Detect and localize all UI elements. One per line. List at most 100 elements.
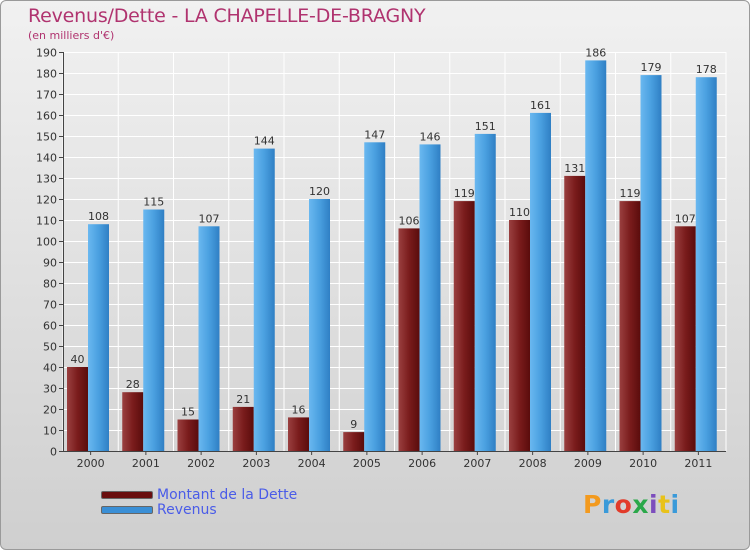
y-tick-label: 80	[43, 278, 57, 291]
y-tick-label: 40	[43, 362, 57, 375]
bar-debt	[509, 220, 530, 451]
bars	[67, 60, 717, 452]
bar-revenue	[143, 209, 165, 451]
x-tick-label: 2011	[684, 457, 712, 470]
bar-revenue	[695, 77, 717, 451]
data-label-debt: 119	[454, 187, 475, 200]
chart-subtitle: (en milliers d'€)	[28, 29, 115, 42]
bar-revenue	[419, 144, 441, 451]
data-label-debt: 28	[126, 378, 140, 391]
bar-debt	[619, 201, 641, 451]
bar-revenue	[88, 224, 109, 451]
y-tick-label: 100	[36, 236, 57, 249]
data-labels: 40 108 28 115 15 107 21 144 16 120 9 147 106 146 119 15…	[71, 46, 717, 431]
y-tick-label: 110	[36, 215, 57, 228]
bar-debt	[122, 392, 144, 451]
bar-debt	[232, 406, 254, 451]
data-label-debt: 21	[236, 393, 250, 406]
y-tick-label: 120	[36, 194, 57, 207]
data-label-revenue: 186	[585, 46, 606, 59]
legend-item-debt: Montant de la Dette	[101, 486, 298, 503]
chart-title: Revenus/Dette - LA CHAPELLE-DE-BRAGNY	[28, 5, 426, 27]
logo-letter: o	[614, 490, 633, 519]
x-tick-label: 2000	[77, 457, 105, 470]
logo-letter: t	[658, 490, 671, 519]
x-tick-label: 2002	[187, 457, 215, 470]
x-tick-label: 2009	[574, 457, 602, 470]
data-label-revenue: 151	[475, 120, 496, 133]
x-tick-label: 2003	[242, 457, 270, 470]
x-tick-label: 2008	[519, 457, 547, 470]
y-tick-label: 0	[50, 446, 57, 459]
bar-debt	[67, 367, 88, 451]
x-tick-label: 2005	[353, 457, 381, 470]
y-tick-label: 60	[43, 320, 57, 333]
data-label-revenue: 120	[309, 185, 330, 198]
y-tick-label: 70	[43, 299, 57, 312]
bar-debt	[564, 175, 586, 451]
data-label-debt: 106	[399, 214, 420, 227]
proxiti-logo: Proxiti	[583, 490, 680, 519]
y-tick-label: 190	[36, 47, 57, 60]
bar-debt	[674, 226, 696, 451]
data-label-debt: 40	[71, 353, 85, 366]
x-tick-label: 2010	[629, 457, 657, 470]
logo-letter: P	[583, 490, 602, 519]
bar-revenue	[585, 60, 607, 452]
data-label-debt: 119	[620, 187, 641, 200]
data-label-debt: 131	[564, 162, 585, 175]
y-tick-label: 90	[43, 257, 57, 270]
logo-letter: r	[601, 490, 615, 519]
data-label-revenue: 107	[199, 212, 220, 225]
y-tick-label: 150	[36, 131, 57, 144]
data-label-revenue: 146	[420, 130, 441, 143]
bar-debt	[288, 417, 309, 451]
y-tick-label: 20	[43, 404, 57, 417]
y-tick-label: 140	[36, 152, 57, 165]
y-tick-label: 10	[43, 425, 57, 438]
grid-lines	[62, 52, 727, 452]
y-tick-label: 170	[36, 89, 57, 102]
bar-revenue	[198, 226, 220, 451]
x-tick-label: 2007	[463, 457, 491, 470]
legend-swatch-revenue	[101, 505, 153, 514]
axes: 0 10 20 30 40 50 60 70 80 90 100 110 120 130 140 150 160…	[36, 47, 726, 470]
logo-letter: i	[649, 490, 659, 519]
y-tick-label: 130	[36, 173, 57, 186]
bar-debt	[453, 201, 475, 451]
bar-revenue	[640, 75, 662, 451]
y-tick-label: 30	[43, 383, 57, 396]
legend-item-revenue: Revenus	[101, 501, 297, 518]
y-tick-label: 160	[36, 110, 57, 123]
y-tick-label: 180	[36, 68, 57, 81]
legend-label-revenue: Revenus	[157, 501, 217, 518]
data-label-debt: 15	[181, 406, 195, 419]
data-label-debt: 9	[350, 418, 357, 431]
bar-revenue	[474, 133, 496, 451]
data-label-debt: 110	[509, 206, 530, 219]
data-label-revenue: 147	[364, 128, 385, 141]
bar-revenue	[364, 142, 386, 452]
logo-letter: i	[670, 490, 680, 519]
x-tick-label: 2001	[132, 457, 160, 470]
data-label-revenue: 179	[641, 61, 662, 74]
bar-revenue	[253, 148, 275, 451]
bar-revenue	[530, 112, 551, 452]
data-label-revenue: 115	[143, 196, 164, 209]
x-tick-label: 2006	[408, 457, 436, 470]
bar-debt	[398, 228, 420, 451]
legend: Montant de la Dette Revenus	[101, 486, 298, 518]
data-label-debt: 107	[675, 212, 696, 225]
x-tick-label: 2004	[298, 457, 326, 470]
data-label-revenue: 161	[530, 99, 551, 112]
bar-revenue	[309, 199, 330, 451]
bar-debt	[177, 419, 199, 451]
y-tick-label: 50	[43, 341, 57, 354]
data-label-revenue: 144	[254, 135, 275, 148]
logo-letter: x	[632, 490, 649, 519]
data-label-revenue: 178	[696, 63, 717, 76]
data-label-revenue: 108	[88, 210, 109, 223]
legend-label-debt: Montant de la Dette	[157, 486, 298, 503]
